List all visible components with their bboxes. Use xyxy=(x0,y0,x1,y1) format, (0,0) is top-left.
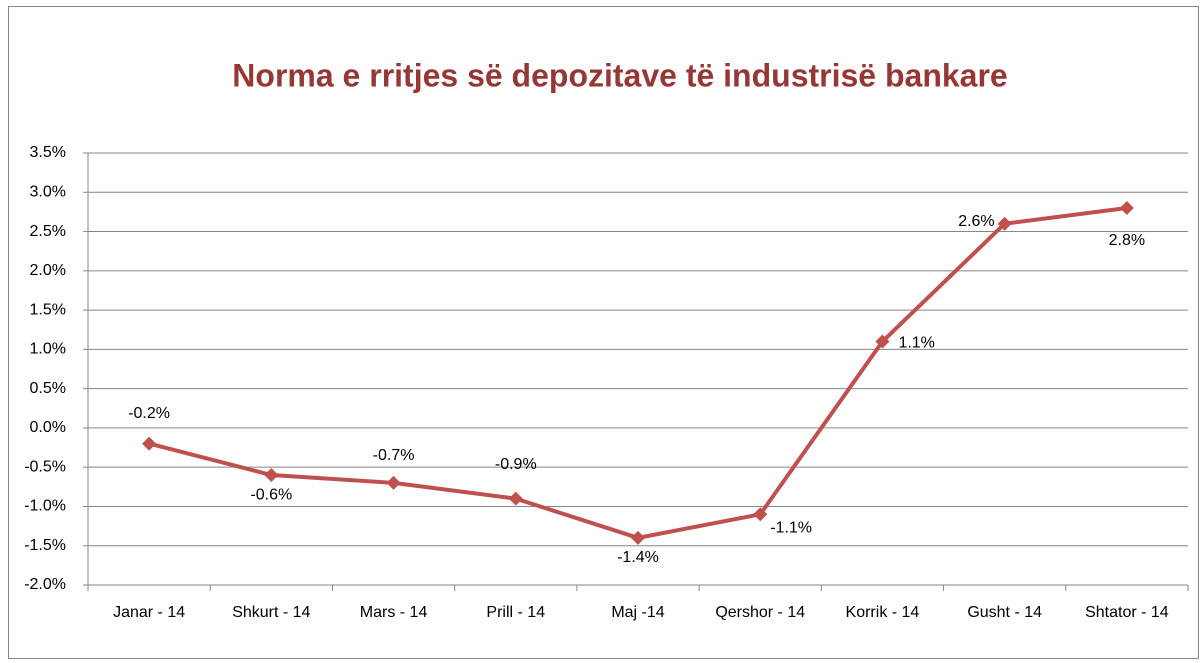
chart-border xyxy=(8,6,1199,659)
x-tick-label: Shtator - 14 xyxy=(1085,604,1169,621)
data-label: 1.1% xyxy=(898,335,934,352)
point xyxy=(997,216,1012,231)
point xyxy=(631,530,645,545)
y-tick-label: 1.0% xyxy=(30,341,66,358)
x-tick-label: Janar - 14 xyxy=(113,604,185,621)
y-tick-label: 3.0% xyxy=(30,183,66,200)
point xyxy=(508,491,523,506)
y-tick-label: -1.0% xyxy=(24,498,66,515)
data-label: 2.6% xyxy=(958,213,994,230)
y-tick-label: 1.5% xyxy=(30,301,66,318)
data-label: -0.7% xyxy=(373,447,415,464)
point xyxy=(1119,200,1134,215)
data-label: 2.8% xyxy=(1109,232,1145,249)
point xyxy=(142,436,157,451)
y-tick-label: 3.5% xyxy=(30,144,66,161)
x-tick-label: Mars - 14 xyxy=(360,604,428,621)
y-tick-label: -2.0% xyxy=(24,576,66,593)
y-tick-label: 2.5% xyxy=(30,223,66,240)
x-tick-label: Gusht - 14 xyxy=(967,604,1042,621)
x-tick-label: Qershor - 14 xyxy=(715,604,805,621)
data-label: -0.6% xyxy=(250,486,292,503)
x-tick-label: Prill - 14 xyxy=(486,604,545,621)
point xyxy=(264,468,279,483)
y-tick-label: -0.5% xyxy=(24,458,66,475)
y-tick-label: 0.0% xyxy=(30,419,66,436)
data-label: -0.2% xyxy=(128,405,170,422)
data-label: -0.9% xyxy=(495,456,537,473)
chart-title: Norma e rritjes së depozitave të industr… xyxy=(232,57,1007,93)
y-tick-label: 0.5% xyxy=(30,380,66,397)
data-label: -1.1% xyxy=(770,520,812,537)
point xyxy=(386,475,401,490)
point xyxy=(875,334,890,349)
y-tick-label: 2.0% xyxy=(30,262,66,279)
data-label: -1.4% xyxy=(617,549,659,566)
x-tick-label: Korrik - 14 xyxy=(846,604,920,621)
x-tick-label: Maj -14 xyxy=(611,604,664,621)
point xyxy=(753,507,768,522)
y-tick-label: -1.5% xyxy=(24,537,66,554)
x-tick-label: Shkurt - 14 xyxy=(232,604,310,621)
